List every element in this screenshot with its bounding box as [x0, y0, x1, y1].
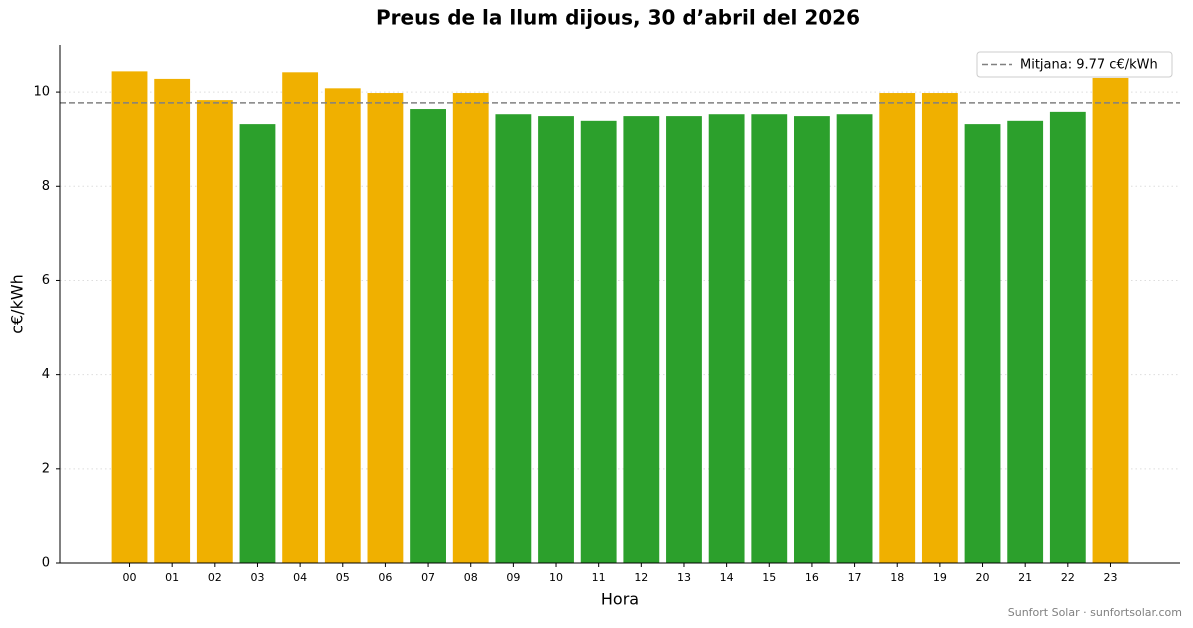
bar	[708, 114, 745, 563]
y-tick-label: 6	[42, 273, 50, 288]
bar	[367, 93, 404, 564]
bar	[111, 71, 148, 563]
x-tick-label: 23	[1103, 571, 1117, 584]
y-tick-label: 8	[42, 179, 50, 194]
footer: Sunfort Solar · sunfortsolar.com	[1008, 606, 1182, 619]
bar	[495, 114, 532, 563]
x-tick-label: 06	[378, 571, 392, 584]
bar	[623, 116, 660, 563]
chart-title: Preus de la llum dijous, 30 d’abril del …	[376, 6, 860, 30]
bar	[879, 93, 916, 564]
x-tick-label: 08	[464, 571, 478, 584]
bar	[410, 109, 446, 563]
x-axis-label: Hora	[601, 590, 639, 609]
bar	[1049, 111, 1086, 564]
bar	[1007, 120, 1044, 564]
y-tick-label: 0	[42, 556, 50, 571]
bar	[921, 93, 958, 564]
x-tick-label: 11	[592, 571, 606, 584]
bar	[196, 100, 233, 563]
bar	[964, 124, 1001, 563]
legend-box	[976, 51, 1173, 78]
bar	[666, 116, 702, 563]
x-tick-label: 09	[506, 571, 520, 584]
x-tick-label: 18	[890, 571, 904, 584]
bar	[836, 114, 873, 563]
y-tick-label: 2	[42, 461, 50, 476]
x-tick-label: 14	[720, 571, 734, 584]
x-tick-label: 17	[848, 571, 862, 584]
x-tick-label: 13	[677, 571, 691, 584]
y-tick-label: 4	[42, 367, 50, 382]
bar	[452, 93, 489, 564]
x-tick-label: 03	[250, 571, 264, 584]
bar	[538, 116, 574, 563]
x-tick-label: 16	[805, 571, 819, 584]
x-tick-label: 19	[933, 571, 947, 584]
x-tick-label: 12	[634, 571, 648, 584]
bar	[239, 124, 276, 563]
x-tick-label: 20	[976, 571, 990, 584]
bar	[282, 72, 319, 563]
x-tick-label: 22	[1061, 571, 1075, 584]
x-tick-label: 02	[208, 571, 222, 584]
x-tick-label: 10	[549, 571, 563, 584]
x-tick-label: 04	[293, 571, 307, 584]
bar	[751, 114, 788, 563]
bar	[794, 116, 830, 563]
x-tick-label: 01	[165, 571, 179, 584]
x-tick-label: 07	[421, 571, 435, 584]
y-tick-label: 10	[33, 85, 50, 100]
bar	[324, 88, 361, 563]
bar	[1092, 77, 1129, 564]
x-tick-label: 21	[1018, 571, 1032, 584]
legend-label: Mitjana: 9.77 c€/kWh	[1020, 58, 1158, 73]
bar	[154, 78, 191, 563]
bar	[580, 120, 617, 564]
y-axis-label: c€/kWh	[8, 274, 27, 334]
x-tick-label: 05	[336, 571, 350, 584]
x-tick-label: 15	[762, 571, 776, 584]
x-tick-label: 00	[123, 571, 137, 584]
